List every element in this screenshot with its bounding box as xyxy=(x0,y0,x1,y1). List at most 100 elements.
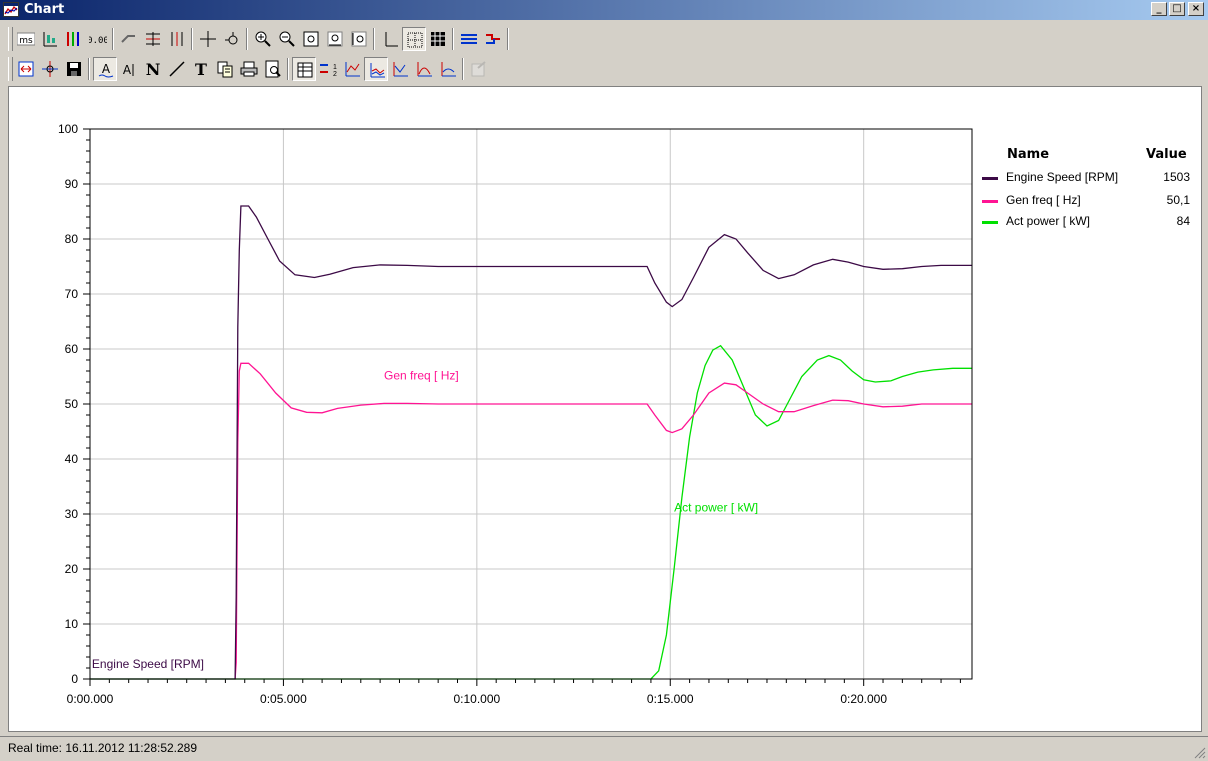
zoom-y-button[interactable] xyxy=(347,27,371,51)
chart-type-5-button[interactable] xyxy=(436,57,460,81)
y-tick-label: 40 xyxy=(65,452,79,466)
toolbar-separator xyxy=(88,58,90,80)
window-title: Chart xyxy=(24,2,65,17)
grid-dotted-button[interactable] xyxy=(402,27,426,51)
ms-units-button[interactable]: ms xyxy=(14,27,38,51)
legend-table-button[interactable] xyxy=(292,57,316,81)
toolbar-view: ms 0.00 xyxy=(8,24,1198,54)
zoom-in-button[interactable] xyxy=(251,27,275,51)
minimize-button[interactable]: _ xyxy=(1151,2,1167,16)
copy-button[interactable] xyxy=(213,57,237,81)
axis-x-button[interactable] xyxy=(38,27,62,51)
series-line-act-power-kw xyxy=(90,344,972,680)
resize-grip-icon[interactable] xyxy=(1192,745,1206,759)
x-tick-label: 0:10.000 xyxy=(453,692,500,706)
y-tick-label: 70 xyxy=(65,287,79,301)
font-button[interactable]: A xyxy=(93,57,117,81)
y-tick-label: 100 xyxy=(58,122,78,136)
title-bar: Chart _ □ × xyxy=(0,0,1208,20)
properties-button[interactable] xyxy=(467,57,491,81)
y-tick-label: 10 xyxy=(65,617,79,631)
cursor-point-button[interactable] xyxy=(220,27,244,51)
toolbar-grip[interactable] xyxy=(8,27,13,51)
draw-line-button[interactable] xyxy=(165,57,189,81)
toolbar-separator xyxy=(287,58,289,80)
svg-text:A: A xyxy=(102,62,111,76)
legend-name: Engine Speed [RPM] xyxy=(1006,170,1119,184)
series-label: Gen freq [ Hz] xyxy=(384,368,459,382)
print-preview-button[interactable] xyxy=(261,57,285,81)
series-line-engine-speed-rpm xyxy=(90,205,972,680)
legend-entry-gen-freq[interactable]: Gen freq [ Hz] 50,1 xyxy=(982,193,1192,209)
toolbar-separator xyxy=(373,28,375,50)
x-tick-label: 0:20.000 xyxy=(840,692,887,706)
legend-entry-engine-speed[interactable]: Engine Speed [RPM] 1503 xyxy=(982,170,1192,186)
legend-name: Gen freq [ Hz] xyxy=(1006,193,1081,207)
chart-area[interactable]: 0 10 20 30 40 50 60 70 80 90 100 0:00.000 0:05.000 0:… xyxy=(8,86,1202,732)
zoom-x-button[interactable] xyxy=(323,27,347,51)
toolbar-separator xyxy=(462,58,464,80)
x-tick-label: 0:15.000 xyxy=(647,692,694,706)
series-line-gen-freq-hz xyxy=(234,362,972,680)
svg-text:N: N xyxy=(146,60,161,78)
series-label: Act power [ kW] xyxy=(674,500,758,514)
svg-text:1: 1 xyxy=(333,64,337,71)
x-tick-label: 0:00.000 xyxy=(67,692,114,706)
status-realtime: Real time: 16.11.2012 11:28:52.289 xyxy=(8,741,198,755)
digital-counter-button[interactable]: 0.00 xyxy=(86,27,110,51)
y-tick-label: 0 xyxy=(71,672,78,686)
legend-swatch xyxy=(982,221,998,224)
legend-name: Act power [ kW] xyxy=(1006,214,1091,228)
svg-text:A: A xyxy=(123,63,132,77)
maximize-button[interactable]: □ xyxy=(1169,2,1185,16)
chart-app-icon xyxy=(3,2,19,17)
align-horizontal-button[interactable] xyxy=(141,27,165,51)
close-button[interactable]: × xyxy=(1188,2,1204,16)
zoom-fit-button[interactable] xyxy=(299,27,323,51)
legend-swatch xyxy=(982,200,998,203)
legend-header-name: Name xyxy=(1007,147,1050,162)
legend-value: 50,1 xyxy=(1166,193,1190,207)
toolbar-separator xyxy=(191,28,193,50)
axes-button[interactable] xyxy=(378,27,402,51)
toolbar-separator xyxy=(112,28,114,50)
y-tick-label: 90 xyxy=(65,177,79,191)
lines-button[interactable] xyxy=(457,27,481,51)
zoom-out-button[interactable] xyxy=(275,27,299,51)
multi-axis-button[interactable] xyxy=(62,27,86,51)
crosshair-button[interactable] xyxy=(196,27,220,51)
align-vertical-button[interactable] xyxy=(165,27,189,51)
fit-width-button[interactable] xyxy=(14,57,38,81)
legend-swatch xyxy=(982,177,998,180)
chart-type-1-button[interactable] xyxy=(340,57,364,81)
chart-type-2-button[interactable] xyxy=(364,57,388,81)
y-tick-label: 80 xyxy=(65,232,79,246)
bold-n-button[interactable]: N xyxy=(141,57,165,81)
grid-solid-button[interactable] xyxy=(426,27,450,51)
chart-type-4-button[interactable] xyxy=(412,57,436,81)
chart-type-3-button[interactable] xyxy=(388,57,412,81)
status-bar: Real time: 16.11.2012 11:28:52.289 xyxy=(0,736,1208,761)
svg-text:ms: ms xyxy=(19,36,33,46)
svg-text:2: 2 xyxy=(333,71,337,78)
print-button[interactable] xyxy=(237,57,261,81)
plot-frame xyxy=(89,128,973,680)
toolbar-grip[interactable] xyxy=(8,57,13,81)
toolbar-separator xyxy=(507,28,509,50)
text-t-button[interactable]: T xyxy=(189,57,213,81)
legend-value: 84 xyxy=(1176,214,1190,228)
text-cursor-button[interactable]: A xyxy=(117,57,141,81)
chart-plot[interactable]: 0 10 20 30 40 50 60 70 80 90 100 0:00.000 0:05.000 0:… xyxy=(9,87,1201,731)
y-tick-label: 60 xyxy=(65,342,79,356)
save-button[interactable] xyxy=(62,57,86,81)
y-tick-label: 50 xyxy=(65,397,79,411)
snap-button[interactable] xyxy=(38,57,62,81)
svg-text:T: T xyxy=(195,60,207,78)
hand-scroll-button[interactable] xyxy=(117,27,141,51)
step-lines-button[interactable] xyxy=(481,27,505,51)
toolbar-separator xyxy=(452,28,454,50)
y-tick-label: 20 xyxy=(65,562,79,576)
legend-entry-act-power[interactable]: Act power [ kW] 84 xyxy=(982,214,1192,230)
